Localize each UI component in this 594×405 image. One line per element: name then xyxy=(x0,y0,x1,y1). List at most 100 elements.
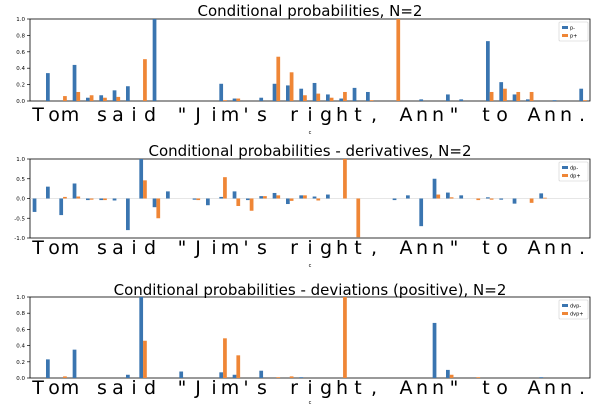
bar-p--14 xyxy=(219,83,224,101)
legend-label: dp- xyxy=(570,166,578,172)
x-category-label: n xyxy=(560,104,572,126)
bar-p--20 xyxy=(299,88,304,101)
x-category-label: g xyxy=(320,377,332,399)
bar-dp+-21 xyxy=(316,198,321,201)
bar-dp+-8 xyxy=(143,180,147,199)
bar-p+-35 xyxy=(503,88,507,101)
x-category-label: " xyxy=(178,237,187,259)
x-category-label: r xyxy=(290,377,298,399)
x-category-label: i xyxy=(211,237,216,259)
x-category-label: ' xyxy=(243,377,248,399)
x-category-label: i xyxy=(307,237,312,259)
bar-dp--32 xyxy=(459,195,464,199)
x-category-label: n xyxy=(544,377,556,399)
x-category-label: s xyxy=(97,104,107,126)
x-category-label: o xyxy=(496,104,508,126)
bar-dvp--31 xyxy=(446,369,450,378)
x-category-label: a xyxy=(112,104,124,126)
x-category-label: i xyxy=(307,377,312,399)
bar-dp+-12 xyxy=(196,198,201,201)
bar-dp--6 xyxy=(112,198,117,201)
bar-dp--28 xyxy=(406,195,410,199)
legend-label: p+ xyxy=(570,34,577,40)
x-category-label: A xyxy=(528,104,541,126)
x-axis-label: c xyxy=(309,263,312,269)
x-category-label: n xyxy=(544,104,556,126)
chart-title: Conditional probabilities - derivatives,… xyxy=(148,142,471,160)
bar-dp+-14 xyxy=(223,177,227,199)
x-category-label: g xyxy=(320,104,332,126)
y-tick-label: 0.8 xyxy=(16,33,25,39)
x-category-label: " xyxy=(450,377,459,399)
x-category-label: a xyxy=(112,237,124,259)
x-category-label: A xyxy=(400,104,413,126)
x-category-label: o xyxy=(48,377,60,399)
x-category-label: T xyxy=(31,377,44,399)
chart-panel-3: Conditional probabilities - deviations (… xyxy=(16,281,591,405)
bar-dp--38 xyxy=(539,193,544,199)
bar-dp+-9 xyxy=(156,198,161,219)
x-category-label: i xyxy=(131,237,136,259)
bar-dp--36 xyxy=(512,198,517,204)
y-tick-label: 0.2 xyxy=(16,83,25,89)
bar-dp--10 xyxy=(166,191,170,199)
y-tick-label: 0.6 xyxy=(16,327,25,333)
x-category-label: n xyxy=(416,377,428,399)
bar-dvp+-23 xyxy=(343,297,347,378)
bar-p+-22 xyxy=(329,97,334,101)
x-axis-label: c xyxy=(309,130,312,136)
bar-dp+-3 xyxy=(76,196,81,199)
bar-dp--2 xyxy=(59,198,64,216)
x-category-label: n xyxy=(560,237,572,259)
x-category-label: o xyxy=(48,104,60,126)
x-category-label: n xyxy=(432,237,444,259)
bar-dp+-37 xyxy=(529,198,534,203)
y-tick-label: 0.0 xyxy=(16,376,25,382)
x-category-label: t xyxy=(482,237,489,259)
bar-p--3 xyxy=(72,64,77,101)
x-category-label: n xyxy=(544,237,556,259)
bar-p--34 xyxy=(486,41,490,101)
bar-p+-18 xyxy=(276,56,281,101)
x-category-label: ' xyxy=(243,237,248,259)
bar-p+-20 xyxy=(303,95,307,101)
bar-p--24 xyxy=(352,87,357,101)
y-tick-label: 0.4 xyxy=(16,66,25,72)
legend-swatch-dvp+ xyxy=(562,312,568,315)
x-category-label: g xyxy=(320,237,332,259)
bar-dp--19 xyxy=(286,198,290,205)
bar-p--29 xyxy=(419,99,424,101)
x-category-label: m xyxy=(61,104,80,126)
y-tick-label: 1.0 xyxy=(16,295,25,301)
x-axis-label: c xyxy=(309,400,312,405)
y-tick-label: -1.0 xyxy=(14,236,25,242)
x-category-label: t xyxy=(354,104,361,126)
bar-dvp--1 xyxy=(46,359,50,378)
bar-dp--18 xyxy=(272,192,277,199)
bar-dp--31 xyxy=(446,192,450,199)
x-category-label: " xyxy=(178,104,187,126)
bar-p+-2 xyxy=(63,96,67,101)
legend-label: dvp- xyxy=(570,304,581,310)
x-category-label: m xyxy=(221,104,240,126)
x-category-label: s xyxy=(257,237,267,259)
x-category-label: o xyxy=(48,237,60,259)
x-category-label: o xyxy=(496,237,508,259)
bar-dp--9 xyxy=(152,198,157,208)
bar-dvp--20 xyxy=(299,377,304,378)
x-category-label: i xyxy=(211,104,216,126)
bar-p--5 xyxy=(99,95,104,101)
bar-p--41 xyxy=(579,88,584,101)
bar-dp+-16 xyxy=(249,198,254,211)
legend-label: dp+ xyxy=(570,174,581,180)
bar-dp--15 xyxy=(232,191,237,199)
bar-dp--0 xyxy=(32,198,37,212)
x-category-label: n xyxy=(416,237,428,259)
bar-dp--34 xyxy=(486,197,490,199)
legend-swatch-dp+ xyxy=(562,174,568,177)
x-category-label: n xyxy=(432,377,444,399)
bar-dp+-38 xyxy=(543,197,547,199)
y-tick-label: 0.0 xyxy=(16,197,25,203)
x-category-label: J xyxy=(194,237,201,259)
bar-dp+-24 xyxy=(356,198,361,238)
